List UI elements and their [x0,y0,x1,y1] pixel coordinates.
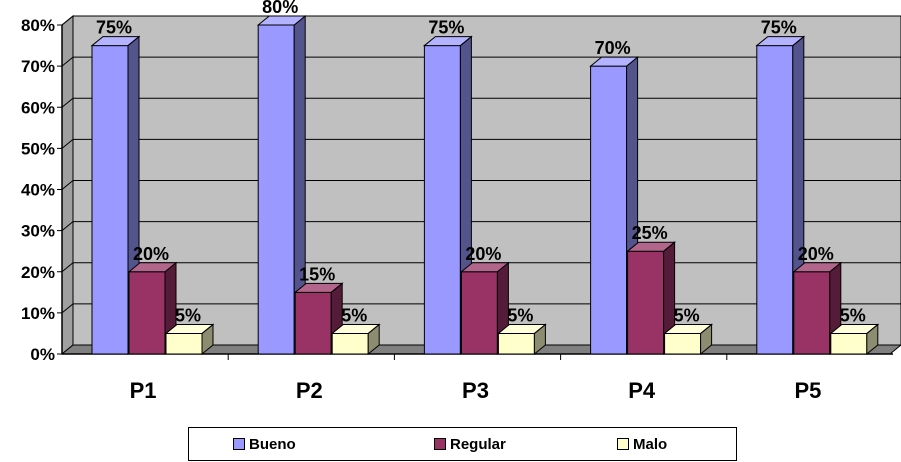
category-label-p3: P3 [462,378,489,403]
bar-front [497,332,535,355]
y-tick-label: 70% [21,57,55,76]
bar-top [90,36,141,47]
y-tick-label: 60% [21,98,55,117]
bar-bueno-p2 [256,14,307,356]
data-label-malo-p5: 5% [840,305,866,325]
y-tick-label: 50% [21,139,55,158]
category-label-p2: P2 [296,378,323,403]
legend-label-malo: Malo [633,435,668,453]
bar-malo-p4 [663,323,714,356]
bar-front [627,250,665,355]
y-tick-label: 0% [30,345,55,364]
bar-regular-p4 [626,241,677,356]
legend-item-regular: Regular [434,428,506,460]
category-label-p4: P4 [628,378,656,403]
bar-top [164,323,215,334]
y-tick-label: 80% [21,16,55,35]
legend-label-regular: Regular [450,435,506,453]
data-label-bueno-p2: 80% [262,0,298,17]
bar-front [128,271,166,355]
bar-malo-p2 [330,323,381,356]
data-label-bueno-p5: 75% [761,18,797,38]
legend: Bueno Regular Malo [188,427,737,461]
bar-front [91,45,129,355]
bar-bueno-p3 [422,35,473,356]
bar-top [829,323,880,334]
bar-top [293,282,344,293]
bar-malo-p3 [496,323,547,356]
legend-item-malo: Malo [617,428,667,460]
bar-top [496,323,547,334]
data-label-regular-p1: 20% [133,244,169,264]
bar-top [127,262,178,273]
bar-top [755,36,806,47]
data-label-malo-p2: 5% [341,305,367,325]
data-label-malo-p1: 5% [175,305,201,325]
bar-top [589,56,640,67]
legend-item-bueno: Bueno [233,428,296,460]
bar-malo-p1 [164,323,215,356]
bar-front [331,332,369,355]
bar-top [422,36,473,47]
y-tick-label: 20% [21,263,55,282]
bar-top [330,323,381,334]
bar-malo-p5 [829,323,880,356]
data-label-bueno-p1: 75% [96,18,132,38]
bar-front [830,332,868,355]
data-label-regular-p5: 20% [798,244,834,264]
bar-front [423,45,461,355]
bar-front [793,271,831,355]
bar-front [294,291,332,355]
bar-bueno-p5 [755,35,806,356]
bar-top [256,15,307,26]
bar-top [792,262,843,273]
category-label-p1: P1 [130,378,157,403]
bar-front [460,271,498,355]
bar-front [165,332,203,355]
data-label-malo-p4: 5% [674,305,700,325]
y-tick-label: 10% [21,304,55,323]
legend-label-bueno: Bueno [249,435,296,453]
legend-swatch-malo [617,438,629,450]
bar-top [663,323,714,334]
bar-top [626,241,677,252]
data-label-malo-p3: 5% [507,305,533,325]
data-label-regular-p3: 20% [465,244,501,264]
bar-front [590,65,628,355]
gridline [61,15,901,26]
data-label-bueno-p4: 70% [595,38,631,58]
bar-regular-p5 [792,261,843,356]
legend-swatch-bueno [233,438,245,450]
category-label-p5: P5 [794,378,821,403]
y-tick-label: 30% [21,222,55,241]
data-label-regular-p4: 25% [632,223,668,243]
bar-regular-p3 [459,261,510,356]
bar-front [664,332,702,355]
y-tick-label: 40% [21,181,55,200]
data-label-bueno-p3: 75% [428,18,464,38]
data-label-regular-p2: 15% [299,264,335,284]
bar-front [756,45,794,355]
bar-front [257,24,295,355]
bar-top [459,262,510,273]
legend-swatch-regular [434,438,446,450]
